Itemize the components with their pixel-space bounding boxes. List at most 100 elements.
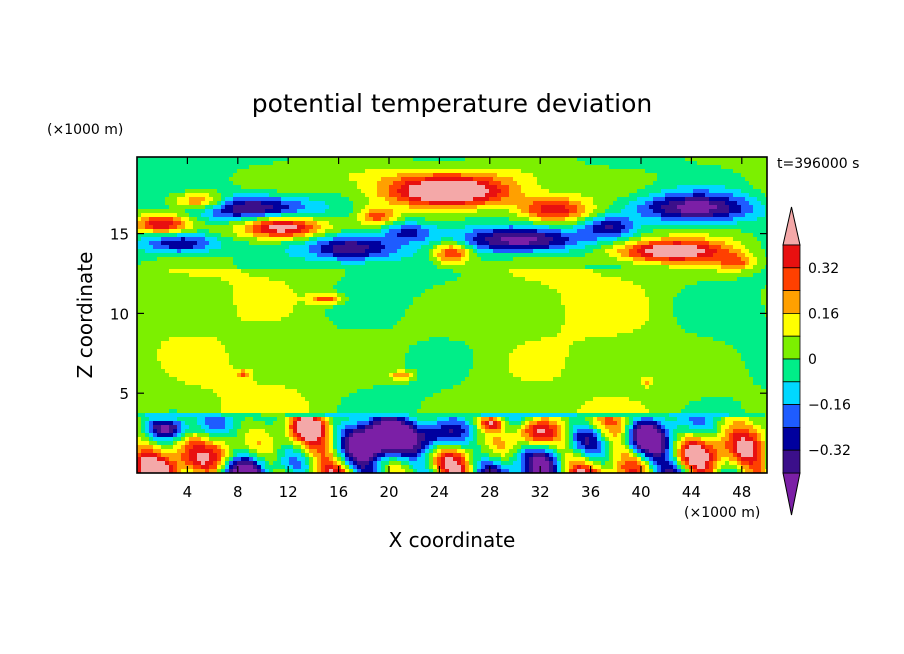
contour-cell: [241, 241, 246, 246]
contour-cell: [725, 169, 730, 174]
contour-cell: [445, 241, 450, 246]
contour-cell: [185, 209, 190, 214]
contour-cell: [461, 177, 466, 182]
contour-cell: [689, 197, 694, 202]
contour-cell: [409, 177, 414, 182]
contour-cell: [681, 173, 686, 178]
contour-cell: [345, 257, 350, 262]
contour-cell: [689, 269, 694, 274]
contour-cell: [441, 197, 446, 202]
contour-cell: [545, 273, 550, 278]
contour-cell: [233, 161, 238, 166]
contour-cell: [365, 217, 370, 222]
contour-cell: [489, 257, 494, 262]
contour-cell: [713, 265, 718, 270]
contour-cell: [533, 277, 538, 282]
contour-cell: [305, 261, 310, 266]
contour-cell: [281, 193, 286, 198]
contour-cell: [181, 257, 186, 262]
contour-cell: [277, 241, 282, 246]
contour-cell: [409, 253, 414, 258]
contour-cell: [349, 177, 354, 182]
contour-cell: [765, 189, 767, 194]
contour-cell: [269, 205, 274, 210]
contour-cell: [641, 169, 646, 174]
contour-cell: [677, 189, 682, 194]
contour-cell: [157, 213, 162, 218]
contour-cell: [713, 229, 718, 234]
contour-cell: [477, 269, 482, 274]
contour-cell: [581, 173, 586, 178]
contour-cell: [569, 225, 574, 230]
contour-cell: [593, 237, 598, 242]
contour-cell: [469, 181, 474, 186]
contour-cell: [721, 249, 726, 254]
contour-cell: [405, 261, 410, 266]
contour-cell: [449, 233, 454, 238]
contour-cell: [205, 165, 210, 170]
contour-cell: [337, 181, 342, 186]
contour-cell: [265, 161, 270, 166]
contour-cell: [477, 221, 482, 226]
contour-cell: [581, 245, 586, 250]
contour-cell: [209, 213, 214, 218]
contour-cell: [445, 157, 450, 162]
contour-cell: [633, 233, 638, 238]
contour-cell: [677, 269, 682, 274]
contour-cell: [549, 245, 554, 250]
contour-cell: [201, 269, 206, 274]
contour-cell: [653, 229, 658, 234]
contour-cell: [325, 181, 330, 186]
contour-cell: [261, 189, 266, 194]
contour-cell: [561, 261, 566, 266]
contour-cell: [673, 177, 678, 182]
contour-cell: [521, 265, 526, 270]
contour-cell: [757, 197, 762, 202]
contour-cell: [413, 277, 418, 282]
contour-cell: [453, 273, 458, 278]
contour-cell: [145, 261, 150, 266]
contour-cell: [169, 181, 174, 186]
contour-cell: [421, 261, 426, 266]
contour-cell: [325, 277, 330, 282]
contour-cell: [761, 237, 766, 242]
contour-cell: [225, 169, 230, 174]
contour-cell: [225, 173, 230, 178]
contour-cell: [149, 169, 154, 174]
contour-cell: [241, 209, 246, 214]
contour-cell: [289, 185, 294, 190]
contour-cell: [137, 157, 142, 162]
contour-cell: [249, 173, 254, 178]
contour-cell: [637, 221, 642, 226]
contour-cell: [437, 253, 442, 258]
contour-cell: [389, 241, 394, 246]
contour-cell: [529, 233, 534, 238]
contour-cell: [589, 217, 594, 222]
contour-cell: [493, 229, 498, 234]
contour-cell: [577, 205, 582, 210]
contour-cell: [725, 237, 730, 242]
contour-cell: [173, 165, 178, 170]
contour-cell: [413, 193, 418, 198]
contour-cell: [153, 281, 158, 286]
contour-cell: [541, 241, 546, 246]
contour-cell: [373, 185, 378, 190]
contour-cell: [393, 161, 398, 166]
contour-cell: [745, 185, 750, 190]
contour-cell: [313, 257, 318, 262]
contour-cell: [633, 237, 638, 242]
contour-cell: [377, 201, 382, 206]
contour-cell: [413, 233, 418, 238]
contour-cell: [593, 197, 598, 202]
contour-cell: [189, 249, 194, 254]
contour-cell: [685, 261, 690, 266]
contour-cell: [253, 189, 258, 194]
contour-cell: [293, 177, 298, 182]
contour-cell: [145, 189, 150, 194]
contour-cell: [165, 193, 170, 198]
contour-cell: [705, 209, 710, 214]
contour-cell: [757, 265, 762, 270]
contour-cell: [389, 201, 394, 206]
contour-cell: [337, 273, 342, 278]
contour-cell: [421, 161, 426, 166]
